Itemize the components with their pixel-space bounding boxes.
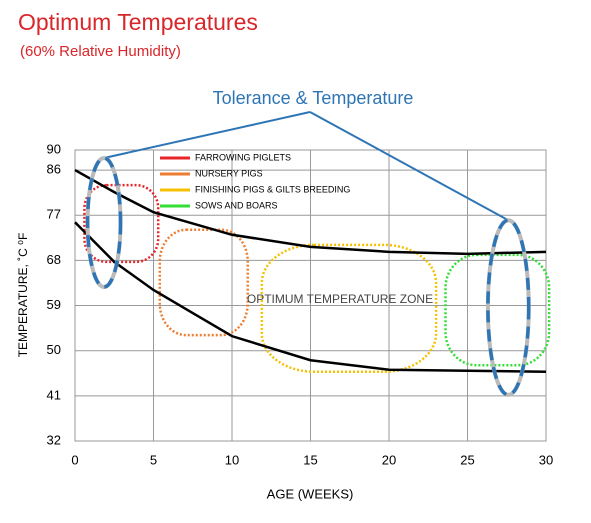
- y-tick-label: 32: [47, 432, 61, 447]
- x-tick-label: 30: [539, 452, 553, 467]
- zone: [158, 228, 249, 337]
- tolerance-range: [85, 156, 123, 289]
- chart-subtitle: (60% Relative Humidity): [20, 43, 181, 60]
- legend-label: FARROWING PIGLETS: [195, 152, 291, 162]
- legend-label: FINISHING PIGS & GILTS BREEDING: [195, 184, 350, 194]
- y-tick-label: 77: [47, 207, 61, 222]
- callout-line: [309, 111, 509, 222]
- zone: [444, 253, 551, 367]
- x-tick-label: 10: [225, 452, 239, 467]
- tolerance-range: [486, 218, 531, 397]
- y-tick-label: 50: [47, 342, 61, 357]
- y-tick-label: 41: [47, 387, 61, 402]
- x-tick-label: 15: [303, 452, 317, 467]
- x-tick-label: 0: [71, 452, 78, 467]
- y-axis-label: TEMPERATURE, ˚C ⁰F: [16, 233, 30, 358]
- x-tick-label: 5: [150, 452, 157, 467]
- legend-label: NURSERY PIGS: [195, 168, 263, 178]
- x-axis-label: AGE (WEEKS): [267, 486, 354, 501]
- zone: [260, 243, 438, 374]
- annotation: OPTIMUM TEMPERATURE ZONE: [247, 292, 433, 306]
- x-tick-label: 25: [460, 452, 474, 467]
- chart-title: Optimum Temperatures: [18, 9, 258, 35]
- y-tick-label: 68: [47, 252, 61, 267]
- x-tick-label: 20: [382, 452, 396, 467]
- y-tick-label: 86: [47, 162, 61, 177]
- callout-line: [103, 111, 311, 160]
- y-tick-label: 90: [47, 141, 61, 156]
- curve: [74, 221, 547, 374]
- y-tick-label: 59: [47, 297, 61, 312]
- zone: [83, 183, 160, 264]
- legend-label: SOWS AND BOARS: [195, 200, 278, 210]
- callout-text: Tolerance & Temperature: [213, 88, 414, 108]
